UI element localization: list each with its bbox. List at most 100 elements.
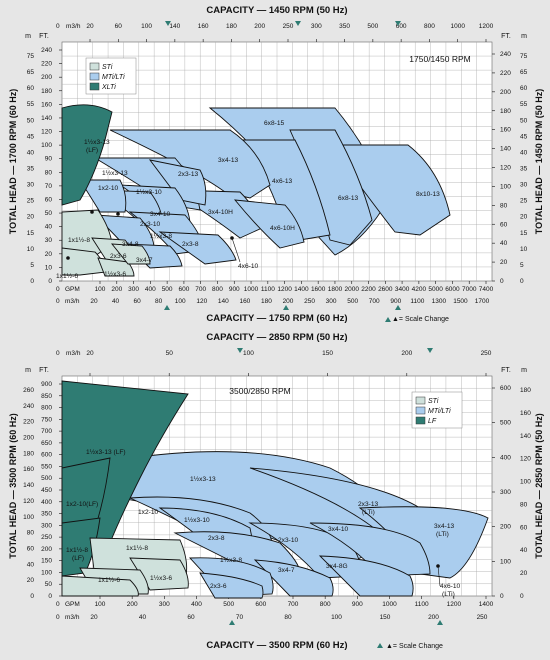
- pump-label: 1x1½-8: [66, 546, 88, 554]
- legend-entry: XLTi: [101, 84, 116, 91]
- right-m-tick-label: 35: [520, 166, 528, 173]
- region-2x3-8: [158, 231, 237, 265]
- left-m-tick-label: 35: [27, 166, 35, 173]
- left-ft-unit: FT.: [39, 33, 49, 40]
- right-m-tick-label: 60: [520, 85, 528, 92]
- left-m-tick-label: 140: [23, 482, 34, 489]
- gpm-tick-label: 1400: [294, 286, 309, 293]
- m3h-tick-label: 200: [428, 614, 439, 621]
- left-ft-tick-label: 50: [45, 581, 53, 588]
- left-m-tick-label: 0: [30, 278, 34, 285]
- pump-label: 2x3-13: [178, 171, 198, 178]
- right-m-tick-label: 40: [520, 149, 528, 156]
- right-axis-label: TOTAL HEAD — 1450 RPM (50 Hz): [534, 89, 544, 235]
- pump-label: 1½x3-6: [150, 574, 172, 582]
- left-m-tick-label: 5: [30, 262, 34, 269]
- top-tick-label: 150: [322, 350, 333, 357]
- legend-entry: STi: [102, 64, 113, 71]
- gpm-tick-label: 2000: [345, 286, 360, 293]
- top-tick-label: 140: [169, 23, 180, 30]
- gpm-tick-label: 2600: [378, 286, 393, 293]
- left-m-tick-label: 220: [23, 419, 34, 426]
- m3h-tick-label: 20: [90, 298, 98, 305]
- right-ft-tick-label: 220: [500, 70, 511, 77]
- pump-label: (LTi): [436, 531, 449, 538]
- m3h-tick-label: 120: [196, 298, 207, 305]
- pump-label: 1x2-10(LF): [66, 501, 98, 508]
- left-ft-tick-label: 120: [41, 129, 52, 136]
- m3h-tick-label: 40: [112, 298, 120, 305]
- pump-regions-1750: 1½x3-13(LF)6x8-153x4-134x6-136x8-138x10-…: [56, 104, 451, 280]
- right-ft-tick-label: 300: [500, 489, 511, 496]
- top-tick-label: 1200: [479, 23, 494, 30]
- left-ft-tick-label: 40: [45, 224, 53, 231]
- pump-label: 1x1½-6: [98, 576, 120, 584]
- right-ft-tick-label: 240: [500, 51, 511, 58]
- pump-label: 8x10-13: [416, 191, 440, 198]
- m3h-tick-label: 1300: [432, 298, 447, 305]
- pump-label: (LF): [72, 555, 84, 562]
- gpm-tick-label: 400: [145, 286, 156, 293]
- top-tick-label: 50: [166, 350, 174, 357]
- left-m-tick-label: 20: [27, 577, 35, 584]
- bottom-m3h-unit: m3/h: [65, 614, 80, 621]
- left-ft-unit: FT.: [39, 367, 49, 374]
- pump-label: 3x4-7: [136, 257, 153, 264]
- right-m-tick-label: 10: [520, 246, 528, 253]
- right-m-tick-label: 20: [520, 570, 528, 577]
- legend-swatch: [89, 82, 100, 91]
- top-tick-label: 250: [481, 350, 492, 357]
- right-m-tick-label: 40: [520, 547, 528, 554]
- pump-label: 1x1½-8: [68, 236, 90, 244]
- top-axis-unit: m3/h: [66, 350, 81, 357]
- gpm-tick-label: 4200: [412, 286, 427, 293]
- scale-change-marker: [427, 348, 433, 353]
- legend-entry: MTi/LTi: [102, 74, 125, 81]
- gpm-tick-label: 5000: [428, 286, 443, 293]
- pump-label: 2x3-8: [208, 535, 225, 542]
- left-m-tick-label: 25: [27, 198, 35, 205]
- left-ft-tick-label: 30: [45, 237, 53, 244]
- left-m-tick-label: 60: [27, 85, 35, 92]
- top-tick-label: 200: [401, 350, 412, 357]
- left-axis-label: TOTAL HEAD — 3500 RPM (60 Hz): [8, 413, 18, 559]
- right-m-tick-label: 80: [520, 501, 528, 508]
- m3h-tick-label: 20: [90, 614, 98, 621]
- m3h-tick-label: 140: [218, 298, 229, 305]
- rpm-label: 3500/2850 RPM: [229, 386, 290, 396]
- pump-label: 2x3-8: [182, 241, 199, 248]
- right-m-tick-label: 45: [520, 133, 528, 140]
- m3h-tick-label: 100: [175, 298, 186, 305]
- right-m-tick-label: 55: [520, 101, 528, 108]
- pump-label: 2x3-6: [110, 253, 127, 260]
- pump-label: 3x4-8G: [326, 563, 348, 570]
- right-m-tick-label: 120: [520, 456, 531, 463]
- right-ft-tick-label: 80: [500, 202, 508, 209]
- legend-entry: STi: [428, 398, 439, 405]
- scale-change-marker: [295, 21, 301, 26]
- region-1-5x3-13-LF: [61, 104, 113, 206]
- bottom-gpm-unit: GPM: [65, 286, 80, 293]
- top-axis-zero: 0: [56, 350, 60, 357]
- left-m-tick-label: 10: [27, 246, 35, 253]
- region-1-5x3-6: [129, 557, 189, 591]
- left-ft-tick-label: 200: [41, 546, 52, 553]
- top-tick-label: 350: [339, 23, 350, 30]
- right-ft-unit: FT.: [501, 33, 511, 40]
- m3h-tick-label: 200: [283, 298, 294, 305]
- top-tick-label: 160: [198, 23, 209, 30]
- top-tick-label: 300: [311, 23, 322, 30]
- left-m-tick-label: 0: [30, 593, 34, 600]
- left-m-tick-label: 80: [27, 530, 35, 537]
- legend-entry: LF: [428, 418, 437, 425]
- gpm-tick-label: 100: [95, 601, 106, 608]
- right-m-tick-label: 0: [520, 278, 524, 285]
- right-ft-tick-label: 100: [500, 558, 511, 565]
- gpm-tick-label: 300: [159, 601, 170, 608]
- left-ft-tick-label: 180: [41, 88, 52, 95]
- m3h-tick-label: 300: [326, 298, 337, 305]
- pump-label: 3x4-10: [150, 211, 170, 218]
- right-m-tick-label: 100: [520, 479, 531, 486]
- pump-label: 1x2-10: [138, 509, 158, 516]
- m3h-tick-label: 60: [133, 298, 141, 305]
